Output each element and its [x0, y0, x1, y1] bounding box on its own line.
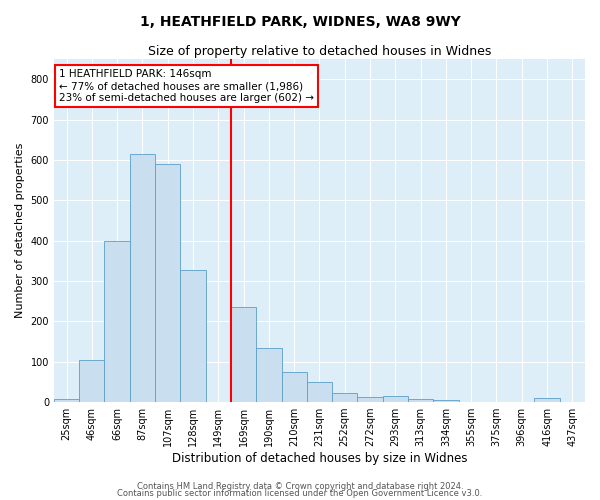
- Text: Contains HM Land Registry data © Crown copyright and database right 2024.: Contains HM Land Registry data © Crown c…: [137, 482, 463, 491]
- Bar: [231, 308, 256, 402]
- Bar: [54, 400, 79, 402]
- Bar: [332, 393, 358, 402]
- Bar: [307, 382, 332, 402]
- Text: Contains public sector information licensed under the Open Government Licence v3: Contains public sector information licen…: [118, 489, 482, 498]
- Bar: [155, 164, 181, 402]
- Bar: [104, 240, 130, 402]
- Text: 1, HEATHFIELD PARK, WIDNES, WA8 9WY: 1, HEATHFIELD PARK, WIDNES, WA8 9WY: [140, 15, 460, 29]
- Y-axis label: Number of detached properties: Number of detached properties: [15, 143, 25, 318]
- Bar: [433, 400, 458, 402]
- Bar: [535, 398, 560, 402]
- Title: Size of property relative to detached houses in Widnes: Size of property relative to detached ho…: [148, 45, 491, 58]
- Bar: [358, 397, 383, 402]
- Text: 1 HEATHFIELD PARK: 146sqm
← 77% of detached houses are smaller (1,986)
23% of se: 1 HEATHFIELD PARK: 146sqm ← 77% of detac…: [59, 70, 314, 102]
- Bar: [130, 154, 155, 402]
- X-axis label: Distribution of detached houses by size in Widnes: Distribution of detached houses by size …: [172, 452, 467, 465]
- Bar: [181, 270, 206, 402]
- Bar: [408, 399, 433, 402]
- Bar: [281, 372, 307, 402]
- Bar: [383, 396, 408, 402]
- Bar: [79, 360, 104, 402]
- Bar: [256, 348, 281, 402]
